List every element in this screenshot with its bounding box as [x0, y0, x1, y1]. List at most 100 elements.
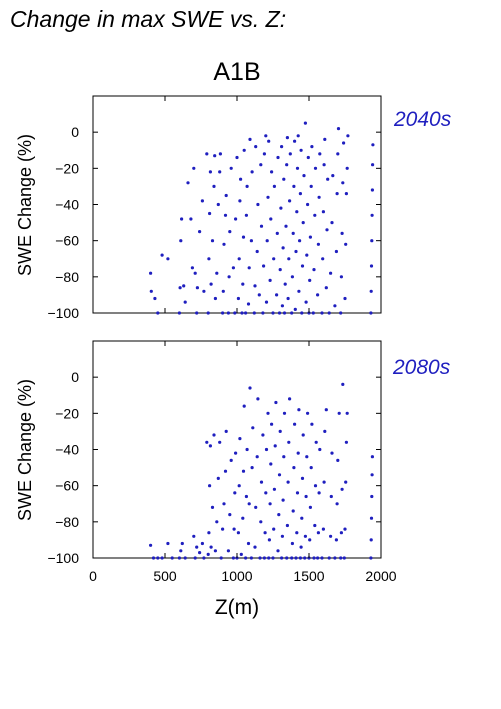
data-point-2040s — [290, 311, 294, 315]
data-point-2080s — [258, 556, 262, 560]
data-point-2040s — [149, 289, 153, 293]
data-point-2080s — [266, 411, 270, 415]
x-tick-label: 2000 — [365, 568, 396, 584]
data-point-2040s — [253, 284, 257, 288]
data-point-2080s — [208, 444, 212, 448]
data-point-2040s — [309, 184, 313, 188]
data-point-2040s — [284, 224, 288, 228]
data-point-2040s — [318, 152, 322, 156]
data-point-2040s — [190, 266, 194, 270]
y-tick-label: −100 — [47, 550, 79, 566]
y-tick-label: −60 — [55, 233, 79, 249]
data-point-2040s — [316, 293, 320, 297]
data-point-2080s — [270, 422, 274, 426]
data-point-2040s — [277, 311, 282, 315]
data-point-2040s — [266, 195, 270, 199]
data-point-2040s — [288, 199, 292, 203]
data-point-2080s — [246, 541, 251, 546]
data-point-2080s — [259, 480, 264, 484]
data-point-2040s — [326, 177, 330, 181]
data-point-2080s — [370, 494, 374, 499]
data-point-2080s — [229, 458, 233, 462]
data-point-2080s — [329, 494, 333, 499]
data-point-2080s — [318, 447, 322, 452]
panel-2080s: SWE Change (%) 2080s 0 −20 −40 −60 −80 −100 — [15, 340, 451, 566]
data-point-2080s — [344, 440, 348, 444]
data-point-2040s — [310, 145, 314, 149]
data-point-2040s — [300, 264, 305, 268]
data-point-2040s — [325, 228, 329, 232]
data-point-2040s — [178, 286, 182, 290]
data-point-2080s — [166, 541, 170, 546]
x-axis: 0 500 1000 1500 2000 — [89, 568, 397, 584]
data-point-2040s — [339, 275, 343, 279]
data-point-2080s — [299, 545, 303, 549]
data-point-2040s — [304, 300, 308, 304]
data-point-2080s — [231, 556, 235, 560]
data-point-2080s — [314, 440, 318, 444]
data-point-2040s — [231, 266, 235, 270]
data-point-2080s — [310, 422, 314, 426]
x-tick-label: 1500 — [293, 568, 324, 584]
data-point-2080s — [337, 411, 341, 415]
data-point-2040s — [244, 213, 248, 217]
data-point-2080s — [330, 451, 334, 455]
data-point-2040s — [244, 311, 248, 315]
data-point-2040s — [276, 155, 280, 160]
data-point-2080s — [342, 556, 346, 560]
data-point-2040s — [297, 289, 301, 293]
data-point-2080s — [228, 513, 232, 517]
data-point-2040s — [205, 152, 209, 156]
data-point-2040s — [180, 217, 184, 221]
data-point-2040s — [290, 275, 294, 279]
data-point-2040s — [209, 282, 213, 286]
data-point-2080s — [183, 556, 187, 560]
y-tick-label: 0 — [71, 369, 79, 385]
data-point-2040s — [224, 193, 228, 198]
data-point-2080s — [256, 397, 260, 401]
data-point-2080s — [285, 523, 289, 528]
data-point-2080s — [244, 494, 248, 499]
data-point-2040s — [371, 163, 375, 167]
data-point-2080s — [247, 502, 251, 506]
data-point-2080s — [308, 505, 312, 509]
data-point-2080s — [255, 455, 259, 459]
data-point-2080s — [295, 531, 299, 535]
x-axis-label: Z(m) — [215, 596, 259, 619]
data-point-2080s — [223, 469, 228, 473]
data-point-2040s — [213, 296, 217, 301]
data-point-2040s — [265, 239, 269, 243]
period-label-2080s: 2080s — [392, 356, 451, 379]
data-point-2080s — [308, 538, 312, 542]
data-point-2040s — [302, 174, 306, 178]
data-point-2040s — [308, 235, 312, 239]
data-point-2080s — [335, 502, 339, 506]
data-point-2080s — [272, 487, 276, 491]
data-point-2080s — [160, 556, 164, 560]
data-point-2040s — [275, 231, 279, 235]
data-point-2040s — [264, 134, 268, 138]
data-point-2040s — [312, 268, 316, 272]
data-point-2080s — [280, 556, 284, 560]
data-point-2040s — [288, 152, 292, 156]
data-point-2080s — [281, 498, 285, 502]
data-point-2040s — [200, 199, 204, 203]
data-point-2040s — [160, 253, 164, 257]
data-point-2040s — [281, 246, 285, 250]
data-point-2080s — [251, 426, 255, 430]
data-point-2080s — [336, 458, 340, 462]
data-point-2040s — [339, 311, 343, 315]
data-point-2040s — [285, 136, 289, 140]
data-point-2040s — [317, 195, 321, 199]
data-point-2080s — [293, 422, 297, 426]
y-tick-label: −100 — [47, 305, 79, 321]
data-point-2040s — [313, 213, 317, 217]
data-point-2080s — [248, 386, 252, 390]
data-point-2040s — [208, 211, 212, 216]
data-point-2080s — [320, 556, 324, 560]
panel-2040s: SWE Change (%) 2040s 0 −20 −40 −60 −80 −100 — [15, 95, 452, 321]
data-point-2040s — [221, 311, 225, 315]
data-point-2040s — [341, 181, 345, 185]
data-point-2040s — [254, 145, 258, 149]
data-point-2080s — [198, 551, 202, 555]
